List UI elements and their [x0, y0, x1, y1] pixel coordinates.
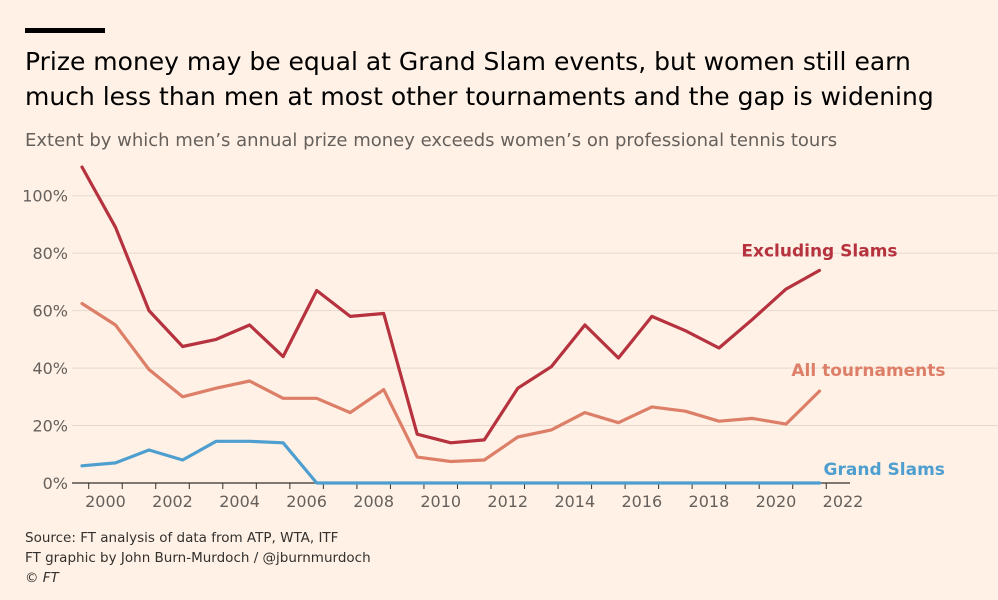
y-axis-tick-labels: 0% 20% 40% 60% 80% 100%	[22, 187, 68, 493]
series-label: Excluding Slams	[741, 241, 897, 261]
x-tick-label: 2010	[420, 492, 461, 511]
copyright-note: © FT	[25, 570, 59, 586]
chart-title: Prize money may be equal at Grand Slam e…	[25, 47, 934, 111]
source-note: Source: FT analysis of data from ATP, WT…	[25, 530, 339, 546]
series-label: Grand Slams	[824, 460, 945, 480]
x-tick-label: 2002	[152, 492, 193, 511]
chart-subtitle: Extent by which men’s annual prize money…	[25, 130, 838, 151]
chart-footer: Source: FT analysis of data from ATP, WT…	[25, 528, 725, 588]
x-tick-label: 2022	[823, 492, 864, 511]
line-chart: 0%20%40%60%80%100% 2000 2002 2004 2006 2008 2…	[22, 165, 998, 511]
y-tick-label: 80%	[32, 244, 68, 263]
gridlines	[72, 195, 998, 427]
y-tick-label: 0%	[43, 474, 68, 493]
series-labels: Excluding Slams All tournaments Grand Slam…	[741, 241, 945, 480]
x-axis: 2000 2002 2004 2006 2008 2010 2012 2014 2016 2018…	[72, 482, 864, 511]
series-label: All tournaments	[791, 361, 945, 381]
y-tick-label: 20%	[32, 417, 68, 436]
ft-top-bar	[25, 28, 105, 33]
x-tick-label: 2006	[286, 492, 327, 511]
series-lines	[80, 165, 822, 485]
y-tick-label: 100%	[22, 187, 68, 206]
x-tick-label: 2004	[219, 492, 260, 511]
x-tick-label: 2000	[85, 492, 126, 511]
series-line-all-tournaments	[80, 301, 822, 464]
y-tick-label: 40%	[32, 359, 68, 378]
x-tick-label: 2018	[689, 492, 730, 511]
credit-note: FT graphic by John Burn-Murdoch / @jburn…	[25, 550, 371, 566]
x-tick-label: 2014	[554, 492, 595, 511]
x-tick-label: 2008	[353, 492, 394, 511]
x-tick-label: 2020	[756, 492, 797, 511]
x-tick-label: 2012	[487, 492, 528, 511]
y-tick-label: 60%	[32, 302, 68, 321]
x-tick-label: 2016	[621, 492, 662, 511]
series-line-grand-slams	[80, 439, 822, 485]
series-line-excluding-slams	[80, 165, 822, 445]
